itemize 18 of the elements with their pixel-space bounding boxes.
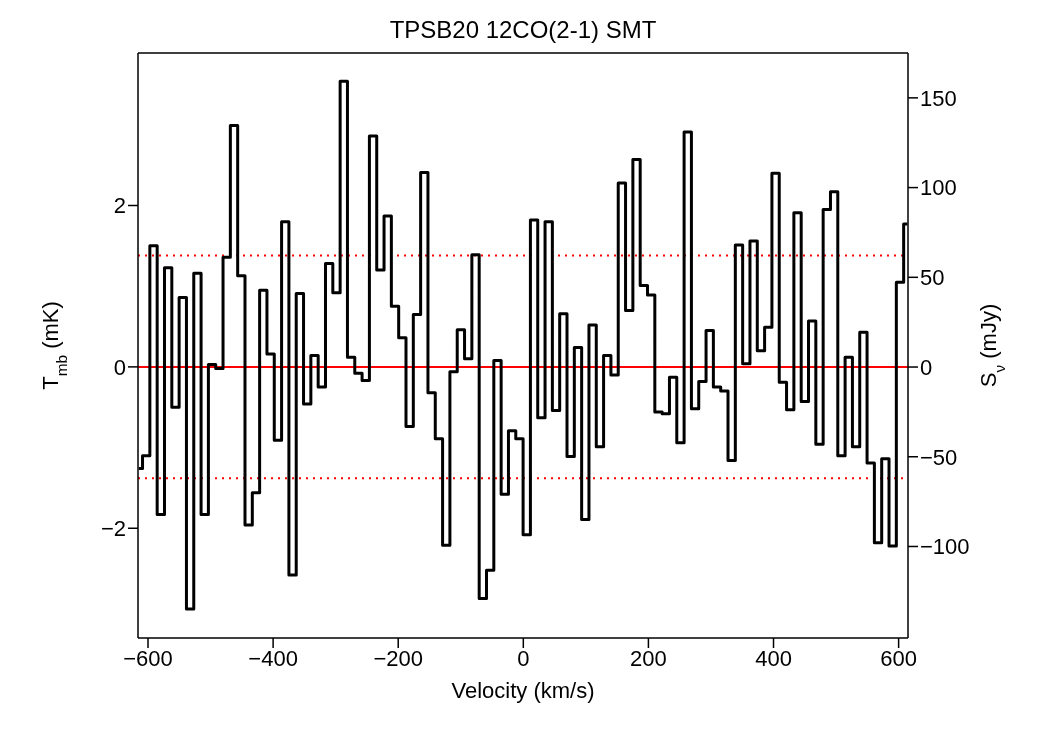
y-tick-label: 0 xyxy=(113,354,126,380)
y2-tick-label: 0 xyxy=(920,354,933,380)
y-tick-label: 2 xyxy=(113,193,126,219)
x-tick-label: −400 xyxy=(248,645,298,671)
y2-tick-label: −50 xyxy=(920,444,958,470)
chart-title: TPSB20 12CO(2-1) SMT xyxy=(389,16,657,43)
x-tick-label: 200 xyxy=(630,645,667,671)
x-tick-label: −200 xyxy=(373,645,423,671)
x-tick-label: 600 xyxy=(880,645,917,671)
y2-tick-label: 150 xyxy=(920,85,957,111)
y2-tick-label: −100 xyxy=(920,534,970,560)
x-axis-title: Velocity (km/s) xyxy=(451,678,595,703)
x-tick-label: 400 xyxy=(755,645,792,671)
x-tick-label: 0 xyxy=(517,645,530,671)
y2-tick-label: 100 xyxy=(920,175,957,201)
y2-tick-label: 50 xyxy=(920,265,945,291)
x-tick-label: −600 xyxy=(123,645,173,671)
y-tick-label: −2 xyxy=(100,516,126,542)
